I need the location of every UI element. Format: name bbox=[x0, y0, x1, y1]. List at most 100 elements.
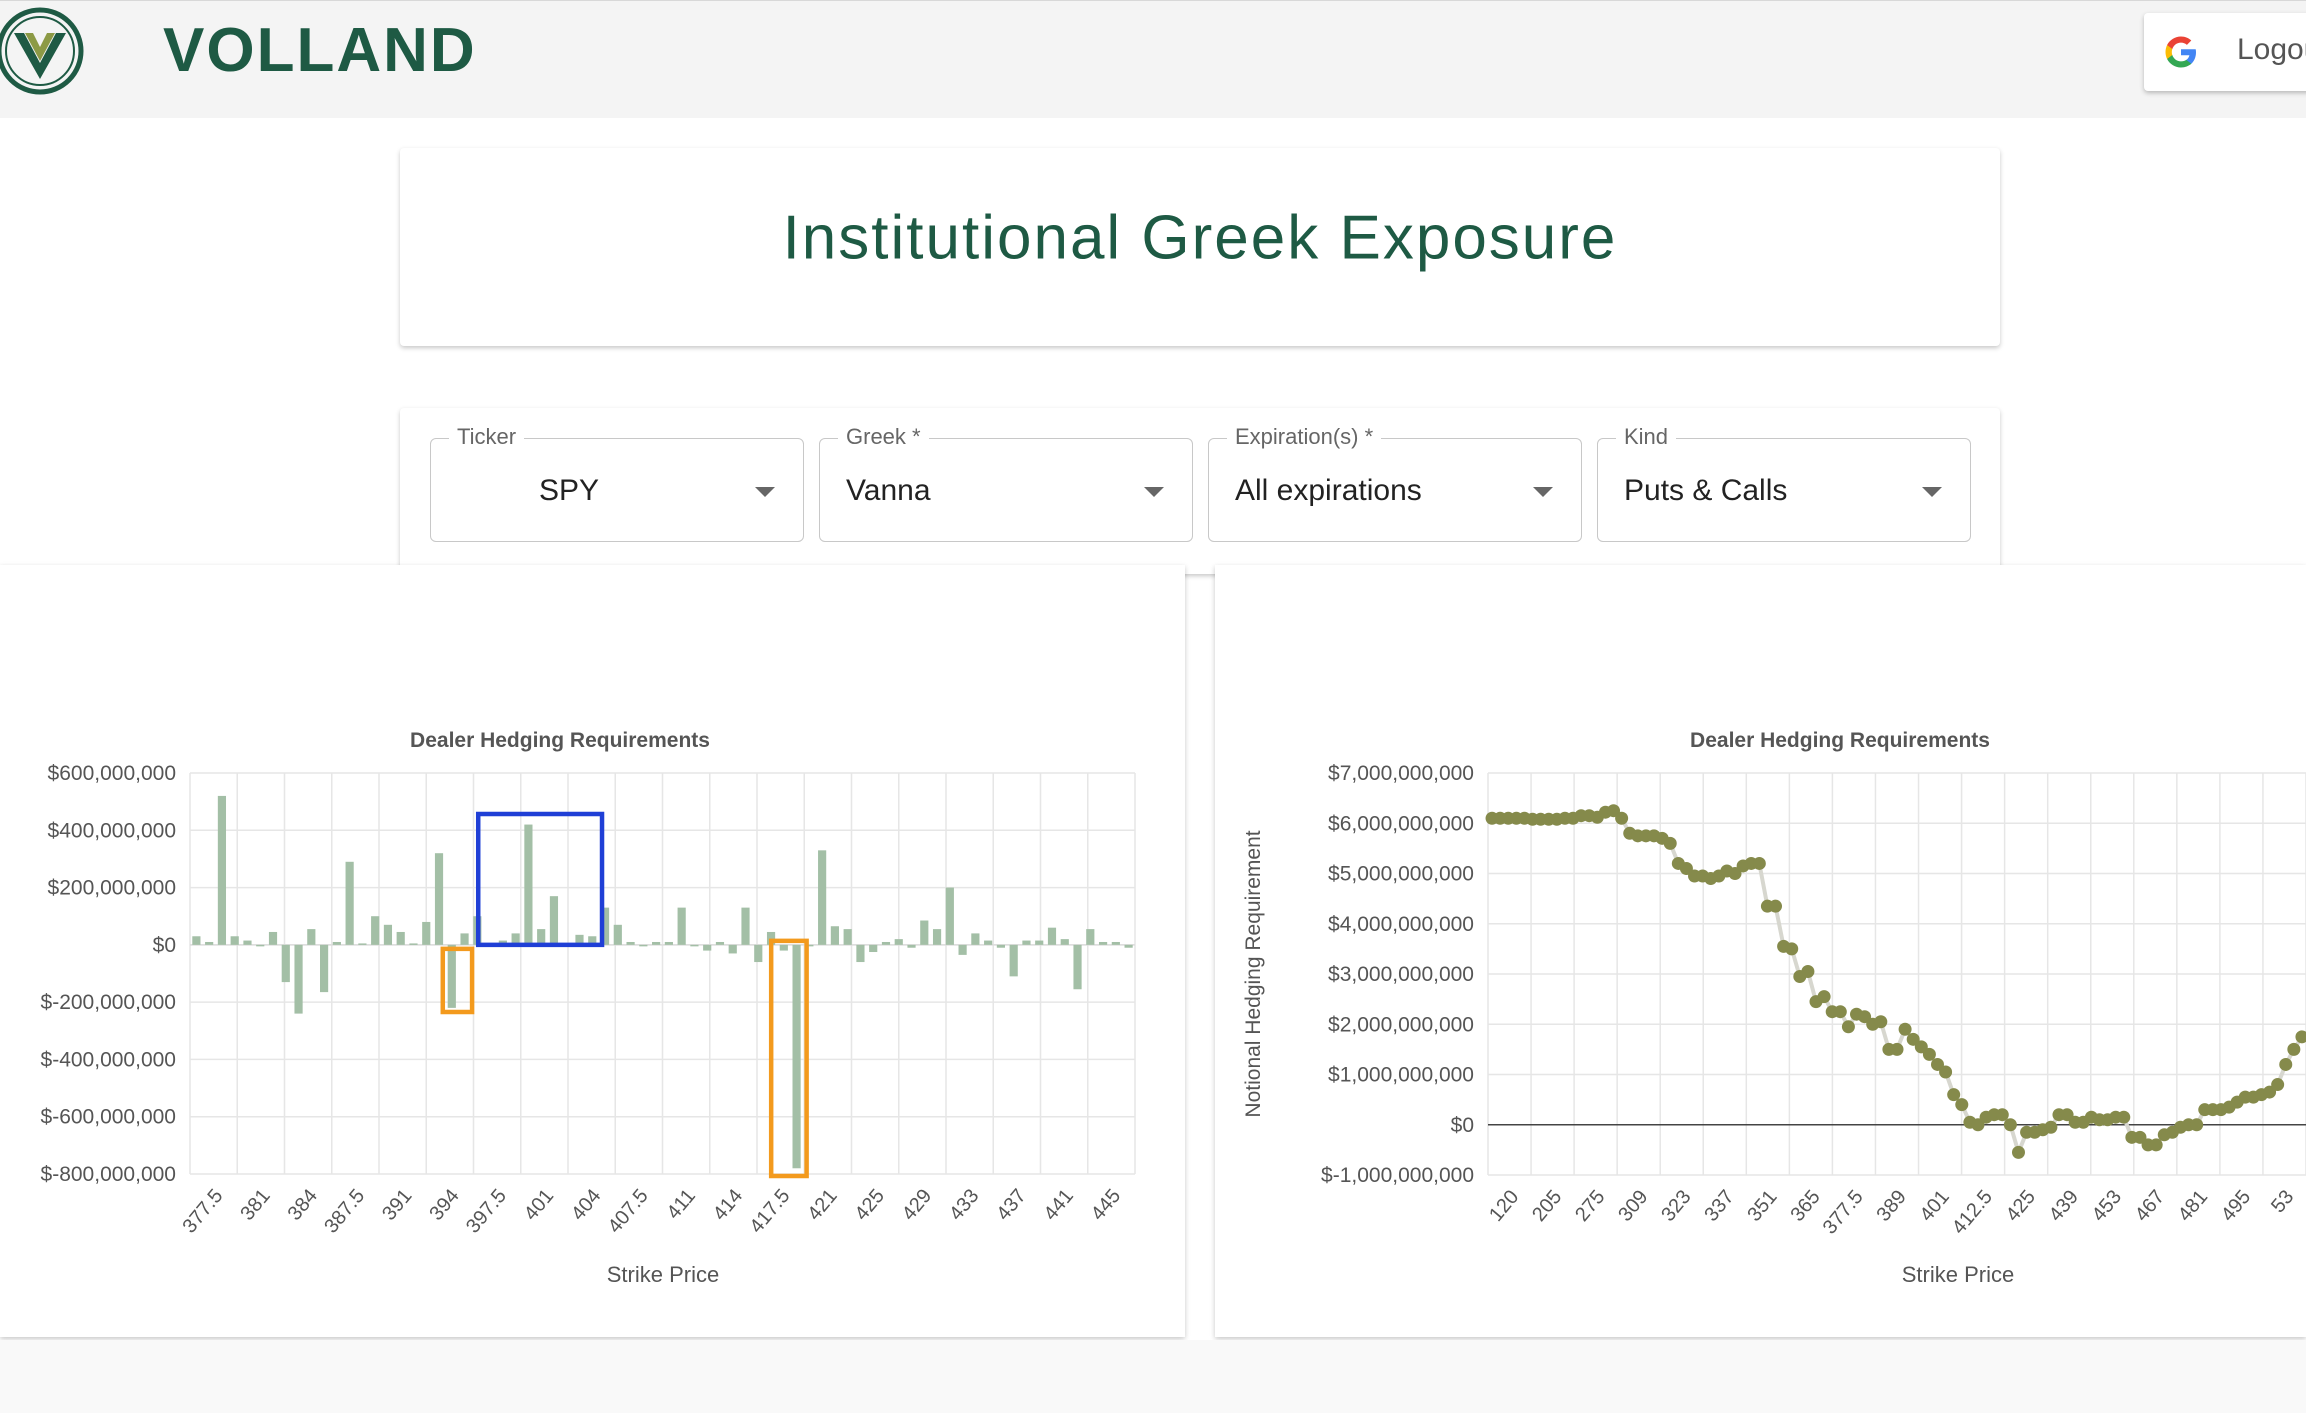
bar bbox=[588, 936, 597, 945]
y-tick-label: $5,000,000,000 bbox=[1328, 863, 1474, 886]
bar bbox=[830, 926, 839, 945]
y-tick-label: $6,000,000,000 bbox=[1328, 812, 1474, 835]
bar bbox=[996, 944, 1005, 948]
bar-chart: Dealer Hedging Requirements $600,000,000 $… bbox=[41, 729, 1136, 1287]
brand-name: VOLLAND bbox=[163, 16, 477, 85]
kind-select-value: Puts & Calls bbox=[1624, 474, 1788, 507]
bar bbox=[332, 941, 341, 945]
logout-button[interactable]: Logout bbox=[2144, 13, 2306, 91]
x-tick-label: 495 bbox=[2217, 1186, 2255, 1226]
ticker-select[interactable]: Ticker SPY bbox=[430, 424, 804, 542]
x-axis-label: Strike Price bbox=[1902, 1262, 2014, 1287]
x-tick-label: 429 bbox=[898, 1185, 936, 1225]
y-tick-label: $2,000,000,000 bbox=[1328, 1013, 1474, 1036]
x-tick-label: 407.5 bbox=[604, 1185, 653, 1237]
x-tick-label: 404 bbox=[567, 1185, 605, 1225]
scatter-point bbox=[1874, 1015, 1888, 1029]
bar bbox=[409, 943, 418, 945]
bar bbox=[192, 936, 201, 945]
bar bbox=[256, 944, 265, 947]
scatter-point bbox=[1898, 1022, 1912, 1036]
bar bbox=[754, 944, 763, 963]
bar bbox=[805, 944, 814, 947]
x-tick-label: 401 bbox=[1916, 1186, 1954, 1226]
bar bbox=[537, 929, 546, 945]
bar bbox=[383, 924, 393, 945]
bar bbox=[958, 944, 967, 955]
bar bbox=[511, 933, 520, 945]
scatter-point bbox=[1769, 899, 1783, 913]
x-tick-label: 414 bbox=[709, 1185, 747, 1225]
filter-panel: Ticker SPY Greek * Vanna Expiration(s) *… bbox=[400, 408, 2000, 574]
greek-select-value: Vanna bbox=[846, 474, 931, 507]
highlight-box bbox=[475, 811, 605, 948]
scatter-point bbox=[1801, 964, 1815, 978]
bar bbox=[268, 931, 278, 945]
bar bbox=[217, 795, 227, 945]
top-app-bar: VOLLAND Logout bbox=[0, 0, 2306, 118]
bar bbox=[358, 943, 367, 945]
scatter-point bbox=[2117, 1110, 2131, 1124]
bar bbox=[205, 941, 214, 945]
scatter-point bbox=[2003, 1118, 2017, 1132]
scatter-point bbox=[1817, 990, 1831, 1004]
bar bbox=[856, 944, 865, 963]
bar bbox=[932, 929, 942, 945]
bar bbox=[677, 907, 686, 945]
bar bbox=[652, 941, 661, 945]
bar bbox=[600, 907, 610, 945]
scatter-point bbox=[1841, 1020, 1855, 1034]
bar bbox=[1073, 944, 1082, 990]
scatter-point bbox=[1663, 836, 1677, 850]
bar bbox=[549, 896, 559, 945]
bar bbox=[460, 933, 469, 945]
bar-chart-card: Dealer Hedging Requirements $600,000,000 $… bbox=[0, 565, 1185, 1337]
bar bbox=[881, 941, 891, 945]
scatter-point bbox=[2279, 1057, 2293, 1071]
scatter-point bbox=[2149, 1138, 2163, 1152]
scatter-point bbox=[2287, 1042, 2301, 1056]
chart-title: Dealer Hedging Requirements bbox=[410, 729, 710, 752]
bar bbox=[869, 944, 878, 953]
x-tick-label: 411 bbox=[663, 1185, 700, 1224]
scatter-chart: Dealer Hedging Requirements $7,000,000,00… bbox=[1242, 729, 2306, 1287]
x-tick-label: 481 bbox=[2174, 1186, 2212, 1226]
bar bbox=[243, 940, 252, 945]
scatter-point bbox=[2190, 1118, 2204, 1132]
x-tick-label: 275 bbox=[1571, 1186, 1609, 1226]
expiration-select[interactable]: Expiration(s) * All expirations bbox=[1208, 424, 1582, 542]
bar bbox=[230, 936, 239, 945]
chevron-down-icon bbox=[1533, 487, 1553, 497]
bar bbox=[894, 939, 903, 945]
scatter-chart-card: Dealer Hedging Requirements $7,000,000,00… bbox=[1215, 565, 2306, 1337]
bar bbox=[1060, 939, 1069, 945]
x-tick-label: 120 bbox=[1485, 1186, 1523, 1226]
bar bbox=[728, 944, 737, 954]
x-tick-label: 391 bbox=[378, 1185, 416, 1225]
google-icon bbox=[2165, 36, 2196, 68]
x-tick-label: 425 bbox=[2002, 1186, 2040, 1226]
bar bbox=[792, 944, 801, 1169]
x-tick-label: 433 bbox=[945, 1185, 983, 1225]
x-tick-label: 377.5 bbox=[178, 1185, 227, 1237]
bar bbox=[715, 941, 725, 945]
bar bbox=[447, 944, 456, 1008]
y-tick-label: $4,000,000,000 bbox=[1328, 913, 1474, 936]
x-tick-label: 387.5 bbox=[320, 1185, 369, 1237]
x-tick-label: 425 bbox=[851, 1185, 889, 1225]
scatter-point bbox=[1615, 811, 1629, 825]
x-tick-label: 467 bbox=[2131, 1186, 2169, 1226]
scatter-point bbox=[1955, 1098, 1969, 1112]
y-tick-label: $-1,000,000,000 bbox=[1321, 1164, 1474, 1187]
kind-select[interactable]: Kind Puts & Calls bbox=[1597, 424, 1971, 542]
greek-select[interactable]: Greek * Vanna bbox=[819, 424, 1193, 542]
volland-logo[interactable] bbox=[0, 5, 86, 97]
series-line bbox=[1492, 808, 2304, 1159]
greek-select-label: Greek * bbox=[838, 424, 929, 450]
scatter-point bbox=[1833, 1005, 1847, 1019]
chevron-down-icon bbox=[755, 487, 775, 497]
scatter-point bbox=[1890, 1042, 1904, 1056]
bar bbox=[690, 944, 699, 947]
x-tick-label: 377.5 bbox=[1819, 1186, 1868, 1238]
y-tick-label: $600,000,000 bbox=[48, 762, 176, 785]
